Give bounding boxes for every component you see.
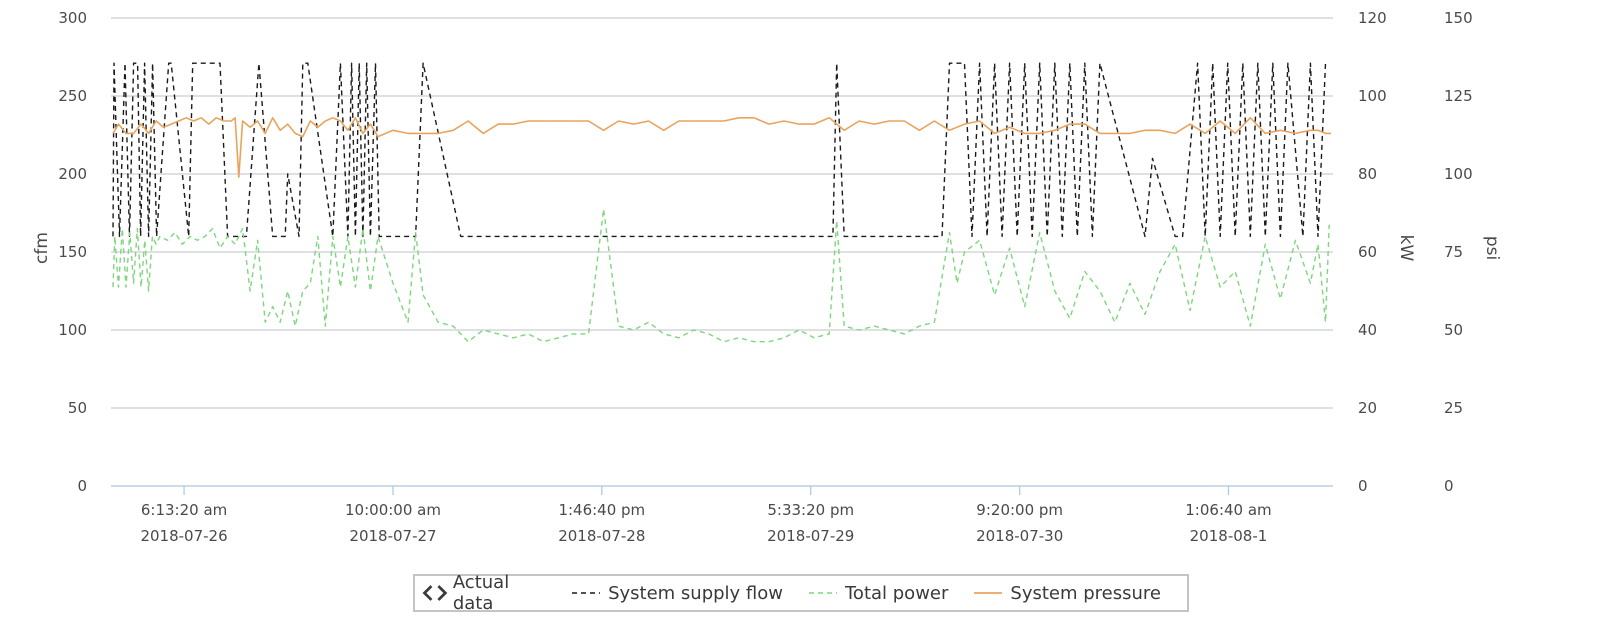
left-tick-label: 100 bbox=[58, 321, 87, 339]
right2-tick-label: 0 bbox=[1444, 477, 1454, 495]
x-tick-date: 2018-07-27 bbox=[349, 527, 436, 545]
right2-tick-label: 75 bbox=[1444, 243, 1463, 261]
x-tick-time: 1:06:40 am bbox=[1185, 501, 1271, 519]
right1-tick-label: 40 bbox=[1358, 321, 1377, 339]
right1-tick-label: 0 bbox=[1358, 477, 1368, 495]
legend-label-total-power: Total power bbox=[845, 582, 949, 604]
right2-tick-label: 125 bbox=[1444, 87, 1473, 105]
right2-tick-label: 150 bbox=[1444, 9, 1473, 27]
legend: Actual data System supply flow Total pow… bbox=[413, 572, 1189, 614]
series-line-0 bbox=[112, 62, 1327, 238]
legend-swatch-system-pressure bbox=[974, 592, 1003, 594]
x-tick-date: 2018-07-30 bbox=[976, 527, 1063, 545]
x-tick-date: 2018-08-1 bbox=[1190, 527, 1268, 545]
x-tick-time: 6:13:20 am bbox=[141, 501, 227, 519]
grid-lines bbox=[111, 17, 1333, 487]
left-tick-label: 0 bbox=[77, 477, 87, 495]
left-tick-label: 200 bbox=[58, 165, 87, 183]
legend-item-system-pressure[interactable]: System pressure bbox=[974, 583, 1161, 604]
legend-swatch-supply-flow bbox=[572, 592, 601, 594]
series-line-1 bbox=[112, 208, 1330, 343]
chart-svg: 6:13:20 am 2018-07-26 10:00:00 am 2018-07-2… bbox=[32, 9, 1502, 545]
right2-tick-label: 50 bbox=[1444, 321, 1463, 339]
series-lines bbox=[112, 62, 1331, 343]
right2-tick-label: 100 bbox=[1444, 165, 1473, 183]
right2-axis-title: psi bbox=[1482, 236, 1502, 260]
left-tick-label: 50 bbox=[68, 399, 87, 417]
x-tick-date: 2018-07-26 bbox=[140, 527, 227, 545]
right1-tick-label: 80 bbox=[1358, 165, 1377, 183]
legend-item-supply-flow[interactable]: System supply flow bbox=[572, 583, 783, 604]
right1-tick-label: 120 bbox=[1358, 9, 1387, 27]
y-axes: 0 50 100 150 200 250 300 0 20 40 60 80 100 120 0 25 50 75… bbox=[58, 9, 1472, 495]
x-tick-date: 2018-07-28 bbox=[558, 527, 645, 545]
legend-label-supply-flow: System supply flow bbox=[608, 582, 783, 604]
legend-label-system-pressure: System pressure bbox=[1010, 582, 1161, 604]
x-axis: 6:13:20 am 2018-07-26 10:00:00 am 2018-07-2… bbox=[140, 486, 1272, 545]
right1-axis-title: kW bbox=[1396, 235, 1416, 262]
actual-data-toggle[interactable]: Actual data bbox=[421, 572, 542, 614]
x-tick-time: 9:20:00 pm bbox=[976, 501, 1063, 519]
left-tick-label: 150 bbox=[58, 243, 87, 261]
actual-data-label: Actual data bbox=[452, 572, 510, 614]
left-tick-label: 300 bbox=[58, 9, 87, 27]
left-tick-label: 250 bbox=[58, 87, 87, 105]
left-axis-title: cfm bbox=[32, 232, 52, 264]
series-line-2 bbox=[112, 117, 1331, 178]
x-tick-time: 10:00:00 am bbox=[345, 501, 441, 519]
right1-tick-label: 60 bbox=[1358, 243, 1377, 261]
x-tick-date: 2018-07-29 bbox=[767, 527, 854, 545]
right1-tick-label: 100 bbox=[1358, 87, 1387, 105]
code-brackets-icon bbox=[422, 585, 448, 601]
x-tick-time: 1:46:40 pm bbox=[558, 501, 645, 519]
right1-tick-label: 20 bbox=[1358, 399, 1377, 417]
x-tick-time: 5:33:20 pm bbox=[767, 501, 854, 519]
right2-tick-label: 25 bbox=[1444, 399, 1463, 417]
legend-item-total-power[interactable]: Total power bbox=[809, 583, 948, 604]
legend-swatch-total-power bbox=[809, 592, 837, 594]
